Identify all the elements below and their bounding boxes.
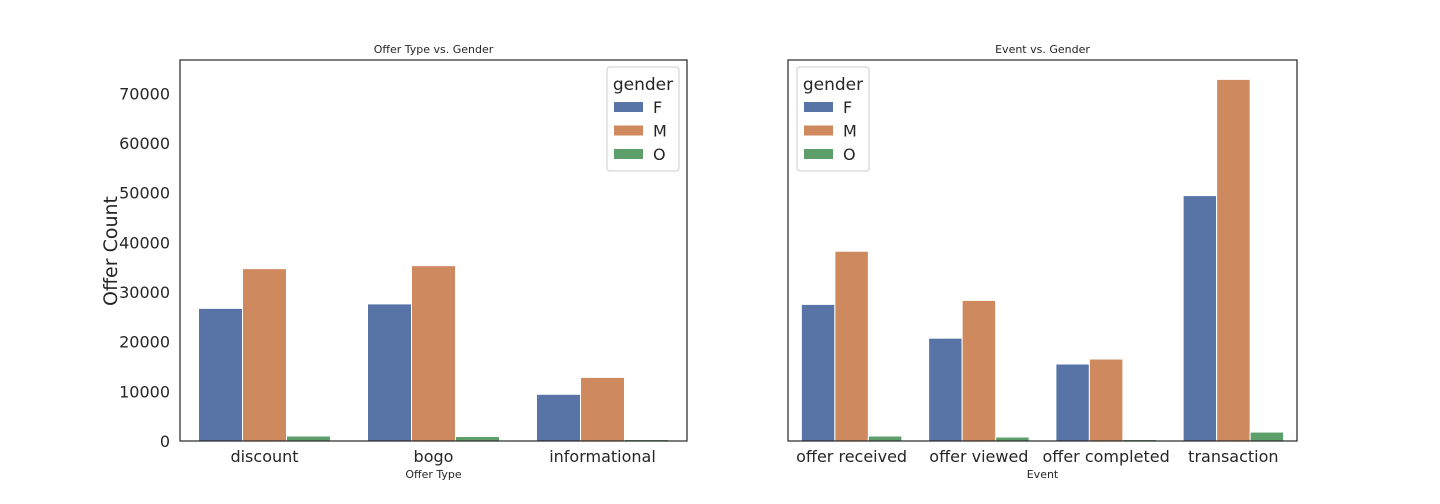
bar-transaction-m bbox=[1216, 78, 1251, 442]
bar-discount-f bbox=[198, 307, 243, 442]
y-tick-label: 0 bbox=[160, 432, 170, 451]
y-tick-labels: 0 10000 20000 30000 40000 50000 60000 70000 bbox=[119, 84, 170, 451]
legend-label: F bbox=[653, 98, 662, 117]
legend-swatch-f bbox=[804, 102, 833, 112]
chart-offer-type: Offer Type vs. Gender 0 10000 20000 30000 40… bbox=[100, 43, 688, 481]
legend-label: O bbox=[843, 145, 856, 164]
legend-box bbox=[606, 66, 680, 172]
x-tick-label: discount bbox=[230, 447, 298, 466]
bar-bogo-f bbox=[367, 303, 412, 442]
bar-discount-m bbox=[242, 268, 287, 442]
y-tick-label: 50000 bbox=[119, 184, 170, 203]
bar-discount-o bbox=[286, 435, 331, 442]
y-tick-label: 40000 bbox=[119, 233, 170, 252]
legend-box bbox=[796, 66, 870, 172]
legend-swatch-o bbox=[614, 149, 643, 159]
legend-label: M bbox=[653, 122, 667, 141]
legend: gender FMO bbox=[606, 66, 680, 172]
x-tick-label: offer completed bbox=[1043, 447, 1170, 466]
bar-bogo-o bbox=[455, 436, 500, 442]
bar-offer-received-o bbox=[867, 435, 903, 442]
bar-bogo-m bbox=[411, 265, 456, 442]
legend-title: gender bbox=[803, 75, 863, 95]
bar-informational-f bbox=[536, 393, 581, 442]
chart-title: Event vs. Gender bbox=[995, 43, 1090, 56]
legend-label: M bbox=[843, 122, 857, 141]
x-tick-labels: offer received offer viewed offer complete… bbox=[796, 447, 1278, 466]
x-tick-label: bogo bbox=[414, 447, 454, 466]
bar-transaction-f bbox=[1182, 195, 1218, 442]
bar-informational-m bbox=[580, 376, 625, 442]
chart-event: Event vs. Gender offer received offer vie… bbox=[787, 43, 1298, 481]
legend: gender FMO bbox=[796, 66, 870, 172]
legend-swatch-m bbox=[804, 125, 833, 136]
legend-label: F bbox=[843, 98, 852, 117]
legend-swatch-o bbox=[804, 149, 833, 159]
bar-offer-received-f bbox=[800, 303, 836, 442]
bar-offer-viewed-f bbox=[928, 337, 963, 442]
x-axis-label: Event bbox=[1027, 468, 1059, 481]
legend-swatch-m bbox=[614, 125, 643, 136]
plot-frame bbox=[787, 59, 1298, 442]
y-axis-label: Offer Count bbox=[100, 196, 122, 306]
y-tick-label: 20000 bbox=[119, 333, 170, 352]
bar-transaction-o bbox=[1249, 431, 1285, 442]
bars-group bbox=[198, 265, 669, 442]
legend-swatch-f bbox=[614, 102, 643, 112]
x-tick-label: transaction bbox=[1188, 447, 1278, 466]
plot-frame bbox=[179, 59, 688, 442]
bar-offer-viewed-m bbox=[961, 299, 997, 442]
bars-group bbox=[800, 78, 1285, 442]
y-tick-label: 60000 bbox=[119, 134, 170, 153]
x-tick-labels: discount bogo informational bbox=[230, 447, 655, 466]
legend-title: gender bbox=[613, 75, 673, 95]
x-tick-label: offer viewed bbox=[929, 447, 1028, 466]
legend-label: O bbox=[653, 145, 666, 164]
x-tick-label: informational bbox=[549, 447, 656, 466]
y-tick-label: 70000 bbox=[119, 84, 170, 103]
chart-title: Offer Type vs. Gender bbox=[374, 43, 494, 56]
x-axis-label: Offer Type bbox=[405, 468, 462, 481]
x-tick-label: offer received bbox=[796, 447, 907, 466]
bar-offer-completed-f bbox=[1055, 363, 1090, 442]
y-tick-label: 30000 bbox=[119, 283, 170, 302]
bar-offer-received-m bbox=[834, 250, 869, 442]
y-tick-label: 10000 bbox=[119, 382, 170, 401]
bar-offer-completed-m bbox=[1088, 358, 1124, 442]
